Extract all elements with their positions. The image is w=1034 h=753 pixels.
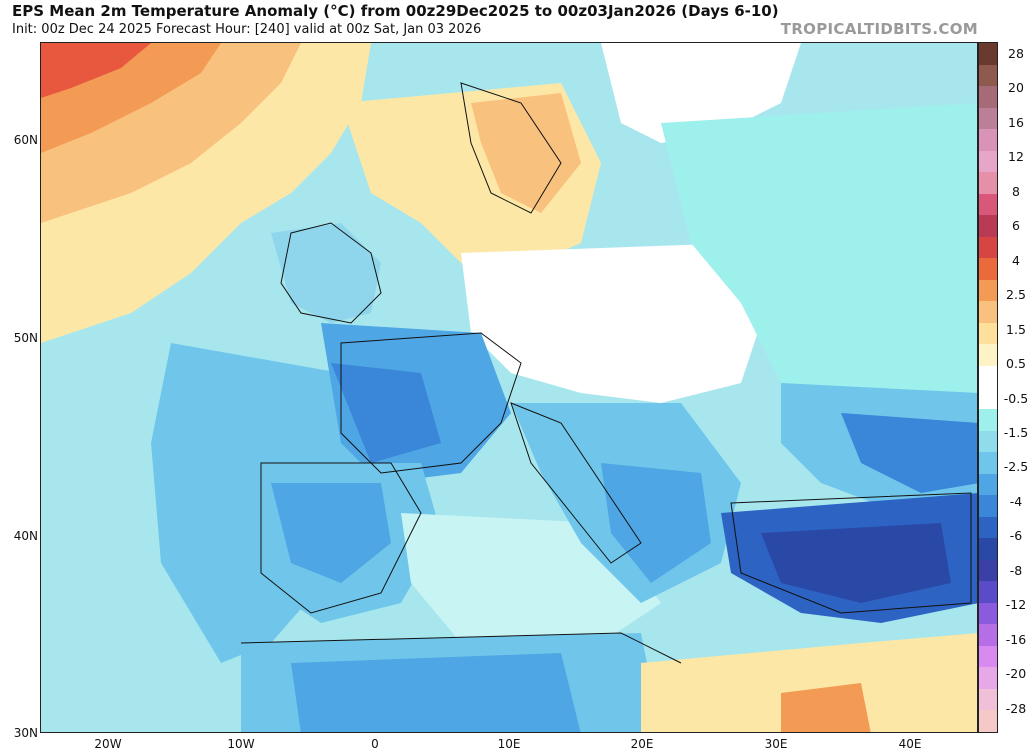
colorbar-label: 20: [1008, 80, 1024, 96]
lon-label-10w: 10W: [227, 737, 255, 751]
lon-label-20w: 20W: [94, 737, 122, 751]
colorbar-label: 8: [1012, 183, 1020, 199]
colorbar-cell: [979, 688, 997, 711]
colorbar-cell: [979, 710, 997, 732]
colorbar-cell: [979, 602, 997, 625]
colorbar-cell: [979, 129, 997, 151]
colorbar-cell: [979, 409, 997, 431]
colorbar-cell: [979, 581, 997, 603]
colorbar-cell: [979, 43, 997, 65]
colorbar: [978, 42, 998, 733]
lon-label-0: 0: [371, 737, 379, 751]
colorbar-label: -0.5: [1003, 390, 1029, 406]
colorbar-cell: [979, 86, 997, 108]
colorbar-cell: [979, 344, 997, 366]
lon-label-30e: 30E: [764, 737, 788, 751]
map-shading: [41, 43, 977, 732]
lat-label-50n: 50N: [13, 331, 38, 345]
colorbar-cell: [979, 559, 997, 582]
colorbar-cell: [979, 279, 997, 302]
colorbar-label: 16: [1008, 114, 1024, 130]
colorbar-cell: [979, 538, 997, 560]
colorbar-label: -16: [1005, 631, 1027, 647]
anomaly-map[interactable]: [40, 42, 978, 733]
colorbar-label: -1.5: [1003, 424, 1029, 440]
colorbar-label: -12: [1005, 597, 1027, 613]
colorbar-label: 6: [1012, 218, 1020, 234]
lat-label-60n: 60N: [13, 133, 38, 147]
colorbar-cell: [979, 64, 997, 87]
colorbar-cell: [979, 516, 997, 539]
lon-label-10e: 10E: [497, 737, 521, 751]
colorbar-cell: [979, 258, 997, 280]
colorbar-cell: [979, 215, 997, 237]
colorbar-cell: [979, 645, 997, 668]
colorbar-cell: [979, 495, 997, 517]
colorbar-label: 4: [1012, 252, 1020, 268]
colorbar-label: 12: [1008, 149, 1024, 165]
colorbar-cell: [979, 430, 997, 453]
colorbar-cell: [979, 193, 997, 216]
lat-label-30n: 30N: [13, 726, 38, 740]
colorbar-label: -20: [1005, 666, 1027, 682]
colorbar-cell: [979, 473, 997, 496]
lon-label-20e: 20E: [630, 737, 654, 751]
colorbar-cell: [979, 387, 997, 410]
colorbar-label: -28: [1005, 700, 1027, 716]
colorbar-label: 1.5: [1006, 321, 1026, 337]
colorbar-cell: [979, 236, 997, 259]
map-subtitle: Init: 00z Dec 24 2025 Forecast Hour: [24…: [12, 22, 482, 37]
colorbar-label: 0.5: [1006, 356, 1026, 372]
colorbar-cell: [979, 667, 997, 689]
colorbar-label: 28: [1008, 46, 1024, 61]
colorbar-cell: [979, 107, 997, 130]
brand-watermark: TROPICALTIDBITS.COM: [780, 20, 978, 38]
colorbar-label: -2.5: [1003, 459, 1029, 475]
colorbar-cell: [979, 150, 997, 173]
colorbar-cell: [979, 301, 997, 323]
lat-label-40n: 40N: [13, 529, 38, 543]
colorbar-label: -6: [1009, 528, 1023, 544]
colorbar-label: 2.5: [1006, 287, 1026, 303]
colorbar-cell: [979, 365, 997, 388]
colorbar-cell: [979, 322, 997, 345]
map-title: EPS Mean 2m Temperature Anomaly (°C) fro…: [12, 2, 779, 20]
colorbar-cell: [979, 172, 997, 194]
colorbar-label: -4: [1009, 493, 1023, 509]
colorbar-cell: [979, 452, 997, 474]
colorbar-cell: [979, 624, 997, 646]
lon-label-40e: 40E: [898, 737, 922, 751]
colorbar-label: -8: [1009, 562, 1023, 578]
